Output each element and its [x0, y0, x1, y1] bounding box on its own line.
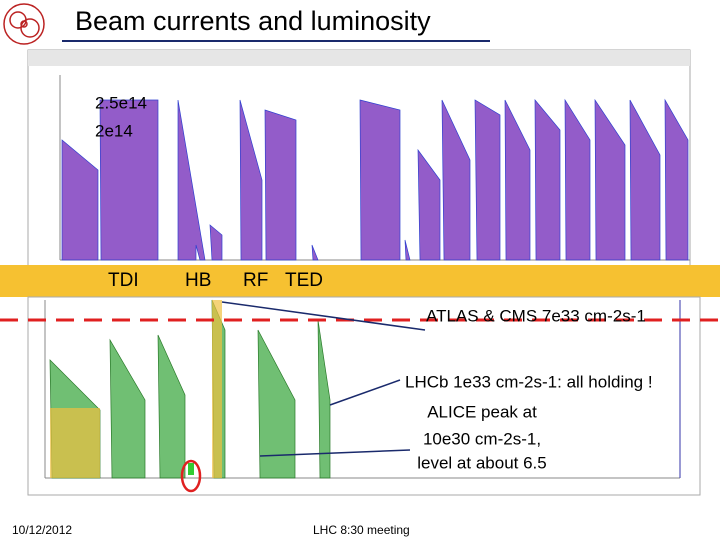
top-plot: 2.5e14 2e14: [27, 49, 691, 267]
bottom-plot: [27, 296, 701, 496]
slide-title: Beam currents and luminosity: [75, 6, 431, 36]
arrows: [221, 301, 426, 457]
annotation: level at about 6.5: [417, 453, 546, 472]
annotation: ALICE peak at: [427, 402, 537, 421]
annotation: 10e30 cm-2s-1,: [423, 429, 541, 448]
annotation: ATLAS & CMS 7e33 cm-2s-1: [426, 306, 646, 325]
event-label: TED: [285, 270, 323, 291]
event-label: RF: [243, 270, 268, 291]
axis-note: 2e14: [95, 121, 133, 140]
event-band: [0, 265, 720, 297]
event-label: TDI: [108, 270, 139, 291]
footer-meeting: LHC 8:30 meeting: [313, 523, 410, 537]
logo: [3, 3, 45, 45]
footer-date: 10/12/2012: [12, 523, 72, 537]
event-label: HB: [185, 270, 211, 291]
axis-note: 2.5e14: [95, 93, 147, 112]
annotation: LHCb 1e33 cm-2s-1: all holding !: [405, 372, 653, 391]
